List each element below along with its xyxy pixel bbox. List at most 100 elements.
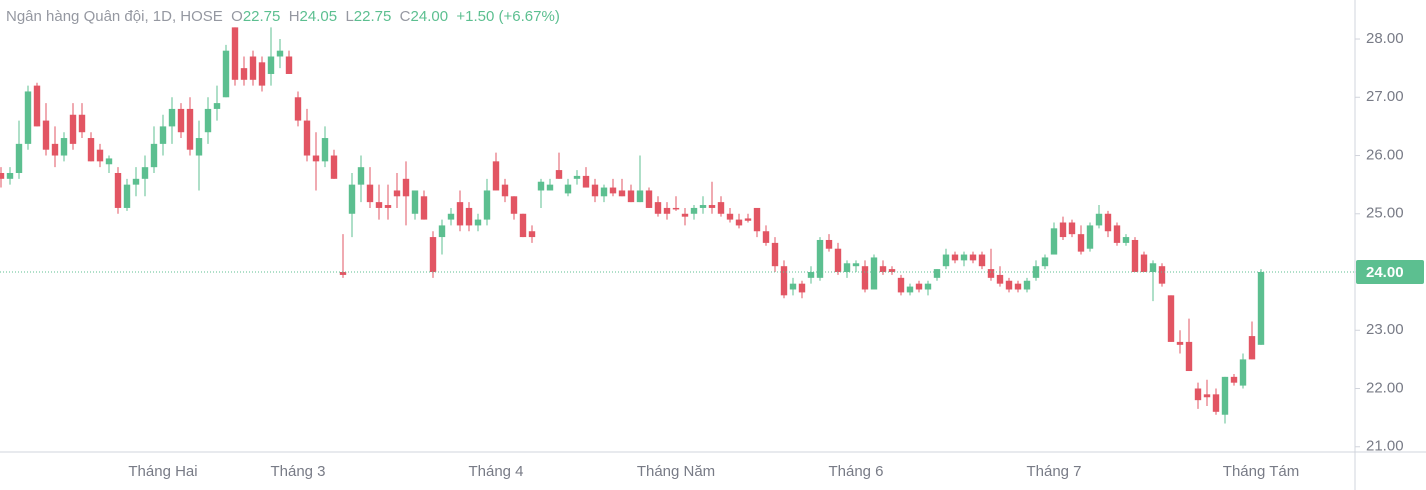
candle-body: [6, 172, 14, 179]
candle-body: [1095, 213, 1103, 226]
candle-body: [816, 239, 824, 278]
candle-body: [402, 178, 410, 197]
candle-body: [1239, 359, 1247, 386]
candle-body: [0, 172, 5, 179]
candle-body: [843, 263, 851, 273]
candle-body: [78, 114, 86, 133]
candle-body: [330, 155, 338, 179]
candle-body: [267, 56, 275, 74]
candle-body: [159, 126, 167, 144]
candle-body: [96, 149, 104, 162]
candle-body: [375, 202, 383, 208]
change: +1.50: [456, 8, 495, 25]
candle-body: [429, 237, 437, 273]
candle-body: [735, 219, 743, 226]
candle-body: [1131, 239, 1139, 273]
candle-body: [1068, 222, 1076, 235]
candle-body: [492, 161, 500, 191]
candle-body: [852, 263, 860, 267]
candle-body: [609, 187, 617, 194]
candle-body: [690, 207, 698, 214]
candle-body: [312, 155, 320, 162]
candle-body: [276, 50, 284, 57]
candle-body: [789, 283, 797, 290]
candle-body: [762, 231, 770, 243]
candle-body: [1194, 388, 1202, 401]
x-tick-label: Tháng 4: [468, 463, 523, 480]
candle-body: [1086, 225, 1094, 249]
candle-body: [321, 138, 329, 162]
candle-body: [384, 205, 392, 208]
high-value: 24.05: [299, 8, 338, 25]
candle-body: [132, 178, 140, 185]
candle-body: [888, 269, 896, 273]
candle-body: [177, 108, 185, 133]
candle-body: [1185, 341, 1193, 372]
y-tick-label: 26.00: [1366, 146, 1404, 163]
candle-body: [465, 207, 473, 226]
candle-body: [510, 196, 518, 214]
candle-body: [366, 184, 374, 203]
candle-body: [780, 266, 788, 296]
candle-body: [663, 207, 671, 214]
candle-body: [51, 143, 59, 156]
candle-body: [24, 91, 32, 144]
candle-body: [834, 248, 842, 273]
candle-body: [717, 202, 725, 214]
candle-body: [573, 175, 581, 179]
candle-body: [654, 202, 662, 214]
candle-body: [114, 172, 122, 208]
candle-body: [1014, 283, 1022, 290]
candle-body: [708, 205, 716, 208]
x-tick-label: Tháng 7: [1026, 463, 1081, 480]
candle-body: [42, 120, 50, 150]
candle-body: [1041, 257, 1049, 267]
low-label: L: [345, 8, 354, 25]
candle-body: [987, 269, 995, 278]
candle-body: [555, 170, 563, 179]
candle-body: [546, 184, 554, 191]
candle-body: [699, 205, 707, 208]
candle-body: [672, 207, 680, 210]
y-tick-label: 21.00: [1366, 438, 1404, 455]
x-tick-label: Tháng Tám: [1223, 463, 1299, 480]
change-percent: (+6.67%): [498, 8, 560, 25]
candle-body: [924, 283, 932, 290]
low-value: 22.75: [353, 8, 392, 25]
candle-body: [1050, 228, 1058, 255]
candle-body: [204, 108, 212, 133]
candle-body: [1230, 376, 1238, 383]
candle-body: [915, 283, 923, 290]
candle-body: [474, 219, 482, 226]
candle-body: [753, 207, 761, 232]
candle-body: [1140, 254, 1148, 273]
candle-body: [33, 85, 41, 127]
candle-body: [870, 257, 878, 290]
close-value: 24.00: [410, 8, 449, 25]
candle-body: [357, 167, 365, 185]
candle-body: [195, 138, 203, 156]
candle-body: [1167, 295, 1175, 342]
legend: Ngân hàng Quân đội, 1D, HOSE O22.75 H24.…: [6, 8, 560, 25]
candle-body: [627, 190, 635, 203]
candle-body: [798, 283, 806, 293]
candle-body: [141, 167, 149, 179]
y-tick-label: 23.00: [1366, 321, 1404, 338]
candle-body: [528, 231, 536, 238]
candle-body: [1104, 213, 1112, 232]
candle-body: [240, 68, 248, 80]
candle-body: [600, 187, 608, 197]
candle-body: [1149, 263, 1157, 273]
candle-body: [1176, 341, 1184, 345]
candle-body: [1005, 280, 1013, 290]
candle-body: [861, 266, 869, 290]
candle-body: [681, 213, 689, 217]
candle-body: [60, 138, 68, 156]
candle-body: [591, 184, 599, 197]
candle-body: [1158, 266, 1166, 284]
candle-body: [501, 184, 509, 197]
candle-body: [933, 269, 941, 278]
x-tick-label: Tháng 6: [828, 463, 883, 480]
